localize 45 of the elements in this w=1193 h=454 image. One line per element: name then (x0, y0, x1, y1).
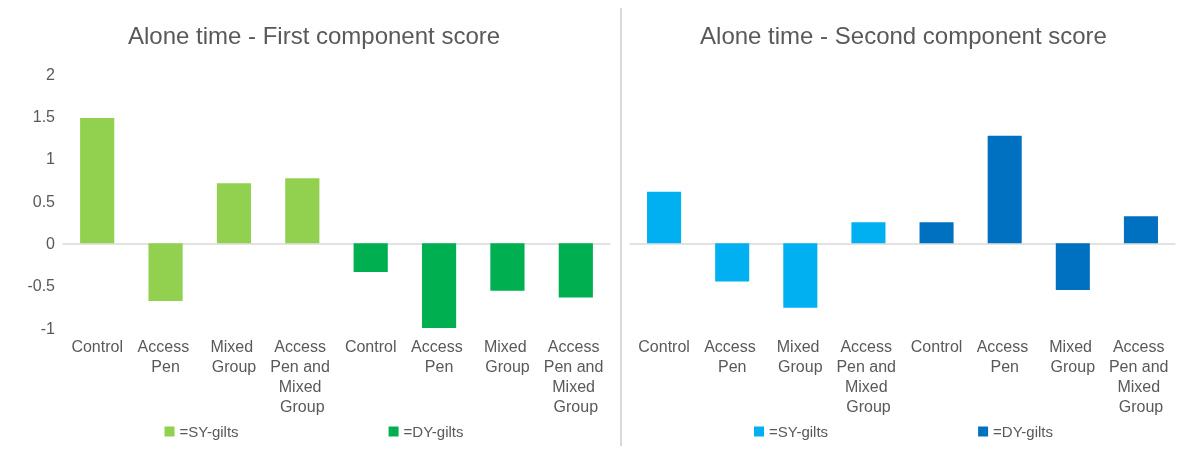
x-tick-label: Access Pen (976, 337, 1033, 375)
legend-label: =DY-gilts (993, 423, 1053, 440)
bar (647, 191, 682, 244)
bar (353, 243, 388, 273)
y-tick-label: 2 (46, 65, 56, 83)
x-tick-label: Access Pen and Mixed Group (270, 337, 335, 415)
x-tick-label: Access Pen and Mixed Group (1108, 337, 1173, 415)
x-tick-label: Control (638, 337, 690, 355)
bar (851, 222, 886, 244)
bar (421, 243, 457, 328)
x-tick-label: Access Pen (704, 337, 761, 375)
x-tick-label: Mixed Group (483, 337, 531, 375)
x-tick-label: Access Pen and Mixed Group (543, 337, 608, 415)
bar (987, 135, 1022, 244)
bar (148, 243, 183, 301)
bar (285, 178, 320, 244)
bar (919, 222, 954, 244)
chart-title: Alone time - Second component score (700, 21, 1107, 49)
y-tick-label: -1 (40, 319, 56, 337)
bar (216, 183, 252, 244)
bar (558, 243, 593, 298)
y-tick-label: 1 (46, 150, 56, 168)
bar (1055, 243, 1090, 290)
x-tick-label: Mixed Group (1049, 337, 1097, 375)
y-tick-label: 0 (46, 234, 56, 252)
legend-label: =DY-gilts (403, 423, 464, 440)
legend-label: =SY-gilts (769, 423, 829, 440)
x-tick-label: Access Pen (137, 337, 194, 375)
x-tick-label: Mixed Group (776, 337, 824, 375)
bar (783, 243, 818, 308)
y-tick-label: 1.5 (32, 107, 56, 125)
y-tick-label: 0.5 (32, 192, 56, 210)
chart-title: Alone time - First component score (127, 21, 501, 49)
x-tick-label: Control (910, 337, 963, 355)
y-tick-label: -0.5 (27, 277, 56, 295)
x-tick-label: Control (344, 337, 397, 355)
bar (490, 243, 525, 291)
x-tick-label: Access Pen (411, 337, 468, 375)
x-tick-label: Mixed Group (210, 337, 258, 375)
x-tick-label: Access Pen and Mixed Group (836, 337, 901, 415)
bar (80, 118, 115, 244)
bar (1123, 216, 1158, 244)
legend-label: =SY-gilts (179, 423, 239, 440)
x-tick-label: Control (71, 337, 123, 355)
bar (715, 243, 750, 282)
